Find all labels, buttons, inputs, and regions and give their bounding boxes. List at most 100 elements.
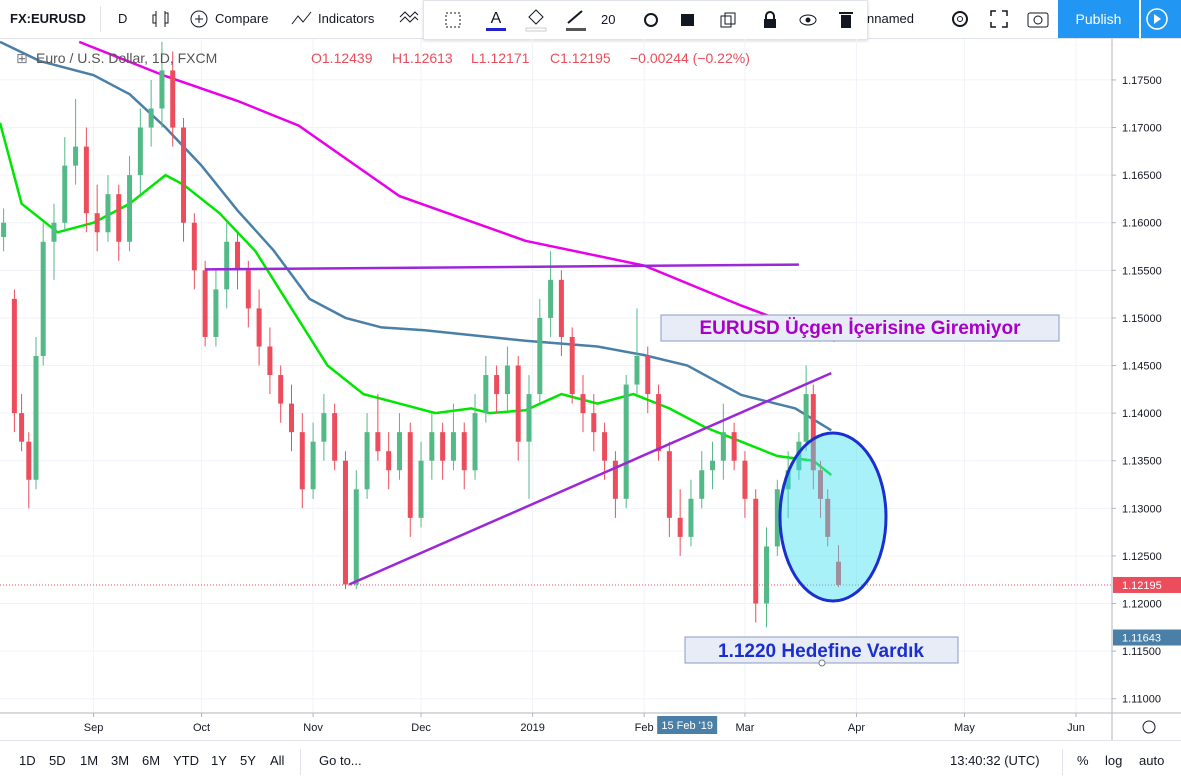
publish-button[interactable]: Publish xyxy=(1058,0,1139,38)
settings-tool[interactable] xyxy=(642,11,660,29)
chart-pane[interactable]: 1.11000 1.11500 1.12000 1.12500 1.13000 1.135… xyxy=(0,39,1181,740)
interval-button[interactable]: D xyxy=(118,11,128,26)
x-tick-label: Sep xyxy=(84,722,104,734)
snapshot-button[interactable] xyxy=(1026,8,1050,30)
candle-body xyxy=(94,213,100,233)
candle-body xyxy=(159,70,165,109)
legend-title[interactable]: Euro / U.S. Dollar, 1D, FXCM xyxy=(36,50,217,66)
candle-body xyxy=(818,470,824,499)
candle-body xyxy=(710,460,716,471)
chart-style-button[interactable] xyxy=(152,9,170,29)
range-button[interactable]: 1M xyxy=(80,753,99,768)
legend-change: −0.00244 (−0.22%) xyxy=(630,50,750,66)
range-button[interactable]: 1Y xyxy=(211,753,227,768)
indicators-button[interactable]: Indicators xyxy=(318,11,375,26)
candle-body xyxy=(796,441,802,471)
separator xyxy=(300,749,301,775)
trend-line xyxy=(205,263,799,271)
candle-body xyxy=(483,375,489,414)
moving-average xyxy=(78,40,836,342)
candle-body xyxy=(202,270,208,337)
range-button[interactable]: 5Y xyxy=(240,753,256,768)
auto-toggle[interactable]: auto xyxy=(1139,753,1165,768)
candle-body xyxy=(440,432,446,461)
axis-settings[interactable] xyxy=(1142,720,1156,734)
crosshair-date-box xyxy=(657,716,718,734)
candle-body xyxy=(116,194,122,242)
candle-body xyxy=(321,413,327,442)
crosshair-date: 15 Feb '19 xyxy=(661,720,713,732)
x-tick-label: May xyxy=(954,722,975,734)
range-button[interactable]: 6M xyxy=(142,753,161,768)
annotation-anchor[interactable] xyxy=(818,659,826,667)
bottom-toolbar: 1D 5D 1M 3M 6M YTD 1Y 5Y All Go to... 13:40:32 (… xyxy=(0,740,1181,782)
candle-body xyxy=(418,460,424,518)
candle-body xyxy=(1,222,7,238)
text-color-tool[interactable]: A xyxy=(484,7,508,33)
range-button[interactable]: All xyxy=(270,753,285,768)
layout-name[interactable]: nnamed xyxy=(867,11,914,26)
highlight-ellipse xyxy=(778,431,888,603)
y-tick-label: 1.16500 xyxy=(1122,170,1162,182)
candle-body xyxy=(731,432,737,461)
range-button[interactable]: 3M xyxy=(111,753,130,768)
fullscreen-button[interactable] xyxy=(988,8,1010,30)
candle-body xyxy=(591,413,597,433)
candle-body xyxy=(137,127,143,176)
candle-body xyxy=(634,356,640,385)
hide-tool[interactable] xyxy=(798,11,818,29)
axes: 1.11000 1.11500 1.12000 1.12500 1.13000 1.135… xyxy=(84,75,1181,734)
x-tick-label: 2019 xyxy=(520,722,544,734)
candle-body xyxy=(19,413,25,442)
percent-toggle[interactable]: % xyxy=(1077,753,1089,768)
templates-icon[interactable] xyxy=(398,9,420,29)
candle-body xyxy=(310,441,316,490)
candle-body xyxy=(825,498,831,537)
y-tick-label: 1.14000 xyxy=(1122,408,1162,420)
fill-color-tool[interactable] xyxy=(524,7,548,33)
line-color-tool[interactable] xyxy=(564,7,588,33)
candle-body xyxy=(288,403,294,433)
candle-body xyxy=(235,241,241,271)
lock-tool[interactable] xyxy=(761,11,779,29)
line-tool[interactable] xyxy=(444,11,466,29)
range-button[interactable]: 1D xyxy=(19,753,36,768)
range-button[interactable]: 5D xyxy=(49,753,66,768)
candle-body xyxy=(278,375,284,404)
candle-body xyxy=(810,394,816,471)
candle-body xyxy=(127,175,133,242)
annotation-text: EURUSD Üçgen İçerisine Giremiyor xyxy=(700,318,1022,339)
candle-body xyxy=(51,222,57,242)
delete-tool[interactable] xyxy=(838,10,854,30)
visual-order-tool[interactable] xyxy=(679,11,705,29)
candle-body xyxy=(407,432,413,518)
annotation-text: 1.1220 Hedefine Vardık xyxy=(718,641,924,662)
goto-button[interactable]: Go to... xyxy=(319,753,362,768)
trend-line xyxy=(348,371,832,586)
candle-body xyxy=(764,546,770,604)
legend-collapse[interactable]: ⊞ xyxy=(16,50,28,66)
clone-tool[interactable] xyxy=(719,11,745,29)
top-toolbar: FX:EURUSD D Compare Indicators A 20 nnam… xyxy=(0,0,1181,40)
compare-button[interactable]: Compare xyxy=(215,11,269,26)
range-button[interactable]: YTD xyxy=(173,753,199,768)
x-tick-label: Oct xyxy=(193,722,210,734)
price-label: 1.12195 xyxy=(1122,580,1162,592)
settings-button[interactable] xyxy=(948,8,972,30)
candle-body xyxy=(332,413,338,461)
y-tick-label: 1.17000 xyxy=(1122,123,1162,135)
y-tick-label: 1.11000 xyxy=(1122,694,1161,706)
candle-body xyxy=(83,146,89,214)
candle-body xyxy=(245,270,251,309)
line-width[interactable]: 20 xyxy=(601,12,616,27)
candle-body xyxy=(774,489,780,547)
stream-button[interactable] xyxy=(1141,0,1181,38)
log-toggle[interactable]: log xyxy=(1105,753,1123,768)
candle-body xyxy=(785,470,791,490)
drawing-toolbar: A 20 xyxy=(423,0,868,40)
symbol-search[interactable]: FX:EURUSD xyxy=(10,11,86,26)
legend-open: O1.12439 xyxy=(311,50,373,66)
annotation-box xyxy=(660,314,1060,342)
candle-body xyxy=(62,165,68,223)
legend: ⊞ Euro / U.S. Dollar, 1D, FXCM O1.12439 … xyxy=(16,50,750,66)
